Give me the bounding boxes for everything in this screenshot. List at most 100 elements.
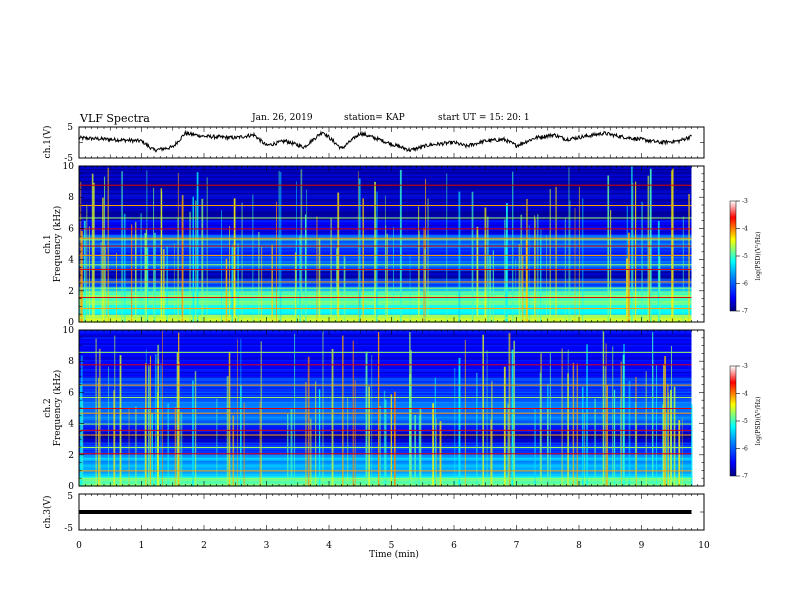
ch2-colorbar: -3 -4 -5 -6 -7 log(PSD)(V²/Hz) [729, 363, 762, 480]
spectrogram-streak [377, 332, 380, 486]
spectrogram-streak [93, 182, 95, 322]
spectrogram-streak [240, 339, 242, 486]
spectrogram-streak [342, 335, 344, 486]
spectrogram-streak [528, 225, 530, 322]
spectrogram-streak [410, 350, 412, 486]
ch3-ytick-bottom: -5 [64, 524, 73, 534]
spectrogram-streak [612, 346, 614, 486]
spectrogram-streak [104, 176, 106, 322]
spectrogram-streak [258, 231, 260, 322]
spectrogram-streak [123, 213, 126, 322]
spectrogram-streak [336, 248, 338, 322]
spectrogram-streak [299, 235, 301, 322]
spectrogram-streak [149, 355, 152, 486]
spectrogram-streak [482, 334, 484, 486]
ch1-colorbar: -3 -4 -5 -6 -7 log(PSD)(V²/Hz) [729, 198, 762, 315]
spectrogram-line [79, 205, 692, 206]
figure-start-time: start UT = 15: 20: 1 [438, 113, 530, 123]
spectrogram-streak [157, 359, 159, 486]
spectrogram-streak [418, 415, 421, 486]
spectrogram-streak [446, 173, 448, 322]
spectrogram-streak [296, 181, 297, 322]
spectrogram-streak [80, 230, 83, 322]
spectrogram-streak [147, 247, 149, 322]
spectrogram-streak [376, 191, 378, 322]
spectrogram-streak [237, 339, 239, 486]
colorbar-tick-label: -7 [742, 308, 748, 315]
spectrogram-streak [104, 245, 106, 322]
spectrogram-streak [691, 404, 693, 486]
ch3-waveform-ticks [78, 493, 705, 531]
spectrogram-streak [688, 194, 690, 322]
spectrogram-streak [88, 226, 90, 322]
spectrogram-streak [434, 377, 436, 486]
spectrogram-streak [318, 238, 321, 322]
spectrogram-streak [252, 194, 254, 322]
spectrogram-streak [151, 413, 153, 486]
spectrogram-streak [586, 344, 588, 486]
spectrogram-streak [83, 220, 86, 322]
spectrogram-streak [520, 214, 523, 322]
time-axis-tick-label: 3 [264, 541, 270, 551]
spectrogram-streak [161, 191, 163, 322]
spectrogram-streak [243, 402, 245, 486]
spectrogram-streak [645, 371, 647, 486]
spectrogram-line [79, 281, 692, 283]
spectrogram-line [79, 447, 692, 448]
spectrogram-streak [634, 401, 637, 486]
spectrogram-streak [631, 166, 633, 322]
spectrogram-ytick-label: 6 [68, 224, 74, 234]
spectrogram-ytick-label: 2 [68, 451, 74, 461]
spectrogram-streak [414, 415, 417, 486]
spectrogram-streak [471, 191, 474, 322]
ch1-spectrogram-ylabel-frequency: Frequency (kHz) [52, 206, 63, 283]
spectrogram-streak [180, 411, 183, 486]
spectrogram-streak [664, 356, 666, 486]
ch2-spectrogram-ticks: 0 2 4 6 8 10 [63, 326, 705, 492]
spectrogram-streak [271, 244, 273, 322]
spectrogram-streak [153, 187, 155, 322]
spectrogram-streak [492, 250, 494, 322]
spectrogram-streak [107, 167, 109, 322]
colorbar-tick-label: -6 [742, 281, 748, 288]
spectrogram-ytick-label: 8 [68, 193, 74, 203]
spectrogram-line [79, 434, 692, 436]
ch1-waveform-panel: 5 -5 ch.1(V) [42, 123, 705, 164]
ch3-waveform-ylabel: ch.3(V) [42, 496, 53, 529]
spectrogram-ytick-label: 8 [68, 357, 74, 367]
spectrogram-streak [670, 389, 672, 486]
spectrogram-streak [196, 172, 199, 322]
spectrogram-streak [568, 167, 570, 322]
spectrogram-streak [678, 420, 681, 486]
spectrogram-streak [605, 343, 607, 486]
time-axis-tick-label: 0 [76, 541, 82, 551]
spectrogram-streak [665, 412, 668, 486]
spectrogram-streak [504, 219, 506, 322]
spectrogram-streak [626, 258, 628, 322]
time-axis-ticks: 0 1 2 3 4 5 6 7 8 9 10 [76, 541, 710, 551]
spectrogram-streak [423, 227, 426, 322]
spectrogram-line [79, 423, 692, 425]
spectrogram-streak [658, 256, 661, 322]
spectrogram-streak [135, 406, 137, 486]
spectrogram-streak [357, 171, 359, 322]
spectrogram-streak [261, 246, 263, 322]
spectrogram-streak [365, 351, 368, 486]
spectrogram-streak [177, 332, 180, 486]
spectrogram-line [79, 453, 692, 455]
spectrogram-streak [91, 173, 94, 322]
spectrogram-streak [166, 246, 168, 322]
spectrogram-streak [221, 210, 223, 322]
spectrogram-streak [508, 332, 511, 486]
spectrogram-streak [86, 204, 88, 322]
spectrogram-streak [315, 381, 317, 486]
spectrogram-streak [128, 407, 130, 486]
spectrogram-streak [189, 211, 191, 322]
spectrogram-line [79, 239, 692, 241]
spectrogram-streak [507, 403, 509, 486]
time-axis-tick-label: 7 [514, 541, 520, 551]
spectrogram-streak [647, 175, 650, 322]
spectrogram-streak [206, 177, 208, 322]
spectrogram-streak [613, 389, 616, 486]
time-axis-tick-label: 6 [451, 541, 457, 551]
